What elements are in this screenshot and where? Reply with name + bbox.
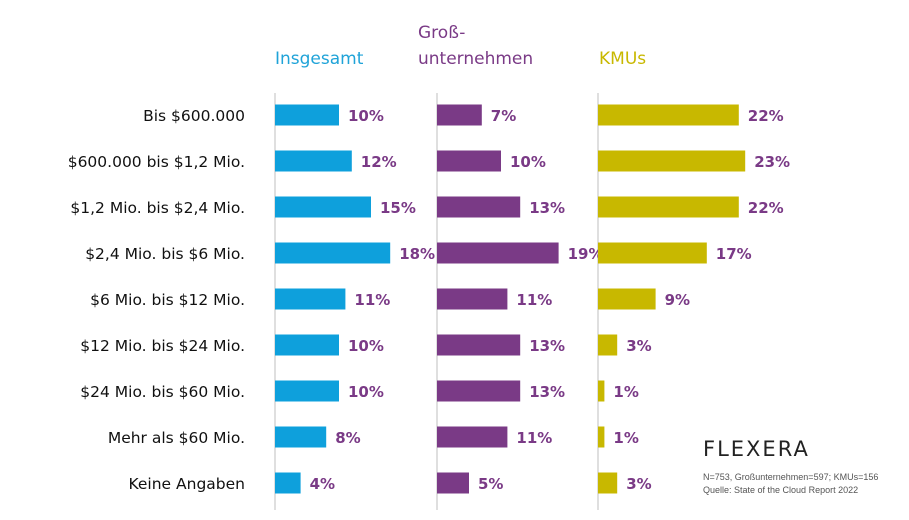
value-label-1-3: 15%	[380, 199, 416, 217]
value-label-3-7: 1%	[613, 383, 638, 401]
series-title-3: KMUs	[599, 49, 646, 69]
category-label: $24 Mio. bis $60 Mio.	[80, 383, 245, 401]
bar-1-4	[275, 242, 391, 264]
category-label: $6 Mio. bis $12 Mio.	[90, 291, 245, 309]
category-label: $1,2 Mio. bis $2,4 Mio.	[70, 199, 245, 217]
bar-2-3	[437, 196, 521, 218]
bar-2-1	[437, 104, 482, 126]
value-label-3-8: 1%	[613, 429, 638, 447]
value-label-1-9: 4%	[310, 475, 335, 493]
value-label-3-1: 22%	[748, 107, 784, 125]
bar-1-1	[275, 104, 339, 126]
bar-1-8	[275, 426, 327, 448]
value-label-2-3: 13%	[529, 199, 565, 217]
bar-1-5	[275, 288, 346, 310]
value-label-3-9: 3%	[626, 475, 651, 493]
value-label-3-5: 9%	[665, 291, 690, 309]
bar-2-2	[437, 150, 501, 172]
series-title-2-line-1: Groß-	[418, 23, 465, 43]
category-label: $2,4 Mio. bis $6 Mio.	[85, 245, 245, 263]
bar-2-5	[437, 288, 508, 310]
bar-3-9	[598, 472, 618, 494]
flexera-logo: FLEXERA	[703, 437, 810, 461]
bar-3-6	[598, 334, 618, 356]
bar-1-2	[275, 150, 352, 172]
value-label-1-6: 10%	[348, 337, 384, 355]
value-label-2-7: 13%	[529, 383, 565, 401]
category-label: Keine Angaben	[129, 475, 246, 493]
value-label-3-3: 22%	[748, 199, 784, 217]
value-label-1-1: 10%	[348, 107, 384, 125]
value-label-2-2: 10%	[510, 153, 546, 171]
value-label-2-1: 7%	[491, 107, 516, 125]
series-title-2-line-2: unternehmen	[418, 49, 533, 69]
value-label-1-8: 8%	[335, 429, 360, 447]
value-label-2-9: 5%	[478, 475, 503, 493]
category-label: Bis $600.000	[143, 107, 245, 125]
category-label: $600.000 bis $1,2 Mio.	[68, 153, 245, 171]
bar-2-6	[437, 334, 521, 356]
bar-3-8	[598, 426, 605, 448]
bar-3-3	[598, 196, 739, 218]
sample-size-note: N=753, Großunternehmen=597; KMUs=156	[703, 472, 879, 482]
value-label-1-5: 11%	[354, 291, 390, 309]
bar-2-9	[437, 472, 469, 494]
value-label-2-8: 11%	[516, 429, 552, 447]
bar-1-6	[275, 334, 339, 356]
bar-1-7	[275, 380, 339, 402]
value-label-3-6: 3%	[626, 337, 651, 355]
bar-3-2	[598, 150, 746, 172]
value-label-3-2: 23%	[754, 153, 790, 171]
bar-2-8	[437, 426, 508, 448]
bar-1-3	[275, 196, 371, 218]
bar-3-4	[598, 242, 707, 264]
value-label-2-4: 19%	[568, 245, 604, 263]
value-label-1-7: 10%	[348, 383, 384, 401]
value-label-2-5: 11%	[516, 291, 552, 309]
value-label-1-4: 18%	[399, 245, 435, 263]
category-label: Mehr als $60 Mio.	[108, 429, 245, 447]
bar-2-4	[437, 242, 559, 264]
value-label-1-2: 12%	[361, 153, 397, 171]
source-note: Quelle: State of the Cloud Report 2022	[703, 485, 859, 495]
bar-1-9	[275, 472, 301, 494]
bar-3-1	[598, 104, 739, 126]
category-label: $12 Mio. bis $24 Mio.	[80, 337, 245, 355]
bar-3-7	[598, 380, 605, 402]
value-label-2-6: 13%	[529, 337, 565, 355]
series-title-1: Insgesamt	[275, 49, 364, 69]
value-label-3-4: 17%	[716, 245, 752, 263]
bar-2-7	[437, 380, 521, 402]
bar-3-5	[598, 288, 656, 310]
